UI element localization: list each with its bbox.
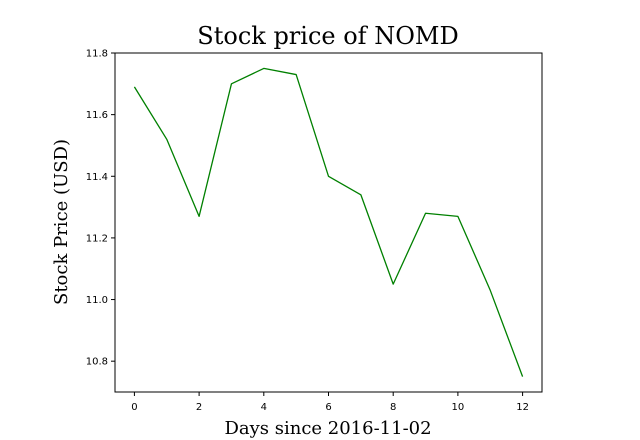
axis-ticks: 0 2 4 6 8 10 12 10.8 11.0 11.2 11.4 11.6 11.8 [86, 49, 529, 414]
y-tick-label: 11.0 [86, 295, 108, 306]
x-tick-label: 6 [325, 402, 331, 413]
chart-title: Stock price of NOMD [197, 22, 458, 50]
x-tick-label: 4 [261, 402, 267, 413]
y-axis-label: Stock Price (USD) [51, 139, 72, 305]
series-line-0 [133, 67, 524, 377]
x-tick-label: 2 [196, 402, 202, 413]
y-tick-label: 11.2 [86, 233, 108, 244]
x-axis-label: Days since 2016-11-02 [224, 418, 431, 439]
x-tick-label: 10 [452, 402, 465, 413]
plot-frame [114, 52, 543, 393]
y-tick-label: 11.6 [86, 110, 108, 121]
x-tick-label: 0 [131, 402, 137, 413]
series-layer [133, 67, 524, 377]
x-tick-label: 12 [516, 402, 529, 413]
x-tick-label: 8 [390, 402, 396, 413]
y-tick-label: 11.8 [86, 49, 108, 60]
y-tick-label: 11.4 [86, 172, 108, 183]
y-tick-label: 10.8 [86, 357, 108, 368]
